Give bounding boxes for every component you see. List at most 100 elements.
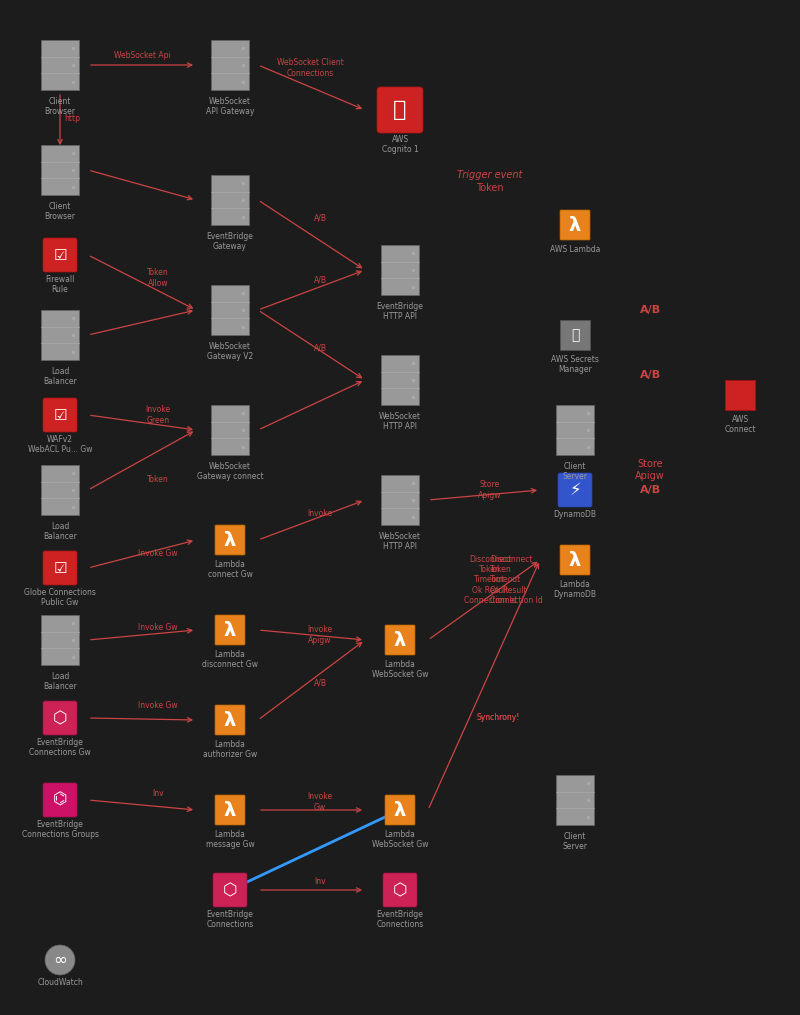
Text: Lambda
disconnect Gw: Lambda disconnect Gw xyxy=(202,650,258,670)
Text: Store
Apigw: Store Apigw xyxy=(478,480,502,499)
FancyBboxPatch shape xyxy=(43,551,77,585)
Text: Invoke
Apigw: Invoke Apigw xyxy=(307,625,333,645)
Text: Load
Balancer: Load Balancer xyxy=(43,522,77,541)
FancyBboxPatch shape xyxy=(211,40,249,90)
Text: Load
Balancer: Load Balancer xyxy=(43,672,77,691)
Text: WebSocket
HTTP API: WebSocket HTTP API xyxy=(379,532,421,551)
Text: λ: λ xyxy=(394,630,406,650)
FancyBboxPatch shape xyxy=(558,473,592,508)
Text: WAFv2
WebACL Pu... Gw: WAFv2 WebACL Pu... Gw xyxy=(28,435,92,455)
Text: Disconnect
Token
Timeout
Ok Result
Connection Id: Disconnect Token Timeout Ok Result Conne… xyxy=(490,555,542,605)
Text: EventBridge
Gateway: EventBridge Gateway xyxy=(206,232,254,252)
FancyBboxPatch shape xyxy=(41,145,79,195)
Text: WebSocket
API Gateway: WebSocket API Gateway xyxy=(206,97,254,117)
FancyBboxPatch shape xyxy=(41,465,79,515)
Text: EventBridge
Connections Gw: EventBridge Connections Gw xyxy=(29,738,91,757)
Text: Load
Balancer: Load Balancer xyxy=(43,367,77,387)
Text: Client
Browser: Client Browser xyxy=(45,97,75,117)
FancyBboxPatch shape xyxy=(377,87,423,133)
Text: Lambda
WebSocket Gw: Lambda WebSocket Gw xyxy=(372,660,428,679)
Text: ⬡: ⬡ xyxy=(393,881,407,899)
Text: A/B: A/B xyxy=(639,370,661,380)
Text: Synchrony!: Synchrony! xyxy=(476,714,520,723)
Text: http: http xyxy=(64,114,80,123)
Text: Invoke: Invoke xyxy=(307,509,333,518)
Text: AWS
Cognito 1: AWS Cognito 1 xyxy=(382,135,418,154)
Text: Inv: Inv xyxy=(152,789,164,798)
Text: ⬡: ⬡ xyxy=(222,881,238,899)
Text: WebSocket
Gateway V2: WebSocket Gateway V2 xyxy=(207,342,253,361)
FancyBboxPatch shape xyxy=(383,873,417,907)
FancyBboxPatch shape xyxy=(560,210,590,240)
Text: A/B: A/B xyxy=(314,213,326,222)
Text: AWS Secrets
Manager: AWS Secrets Manager xyxy=(551,355,599,375)
FancyBboxPatch shape xyxy=(211,405,249,455)
FancyBboxPatch shape xyxy=(560,545,590,576)
Text: 🔐: 🔐 xyxy=(571,328,579,342)
Text: EventBridge
HTTP API: EventBridge HTTP API xyxy=(377,302,423,322)
Text: WebSocket
HTTP API: WebSocket HTTP API xyxy=(379,412,421,431)
FancyBboxPatch shape xyxy=(381,475,419,525)
Text: Client
Server: Client Server xyxy=(562,832,587,852)
Text: ⚡: ⚡ xyxy=(569,481,581,499)
FancyBboxPatch shape xyxy=(43,701,77,735)
FancyBboxPatch shape xyxy=(556,405,594,455)
Text: Client
Server: Client Server xyxy=(562,462,587,481)
Text: A/B: A/B xyxy=(639,304,661,315)
Text: Invoke
Green: Invoke Green xyxy=(146,405,170,424)
Text: Globe Connections
Public Gw: Globe Connections Public Gw xyxy=(24,588,96,607)
Text: Invoke Gw: Invoke Gw xyxy=(138,623,178,632)
FancyBboxPatch shape xyxy=(43,238,77,272)
Text: Client
Browser: Client Browser xyxy=(45,202,75,221)
FancyBboxPatch shape xyxy=(215,705,245,735)
Text: ⛑: ⛑ xyxy=(394,100,406,120)
Text: WebSocket
Gateway connect: WebSocket Gateway connect xyxy=(197,462,263,481)
Text: λ: λ xyxy=(569,550,581,569)
Text: Firewall
Rule: Firewall Rule xyxy=(46,275,74,294)
Text: A/B: A/B xyxy=(314,678,326,687)
Text: ☑: ☑ xyxy=(53,560,67,576)
Text: λ: λ xyxy=(224,710,236,730)
Text: EventBridge
Connections: EventBridge Connections xyxy=(206,910,254,930)
Text: CloudWatch: CloudWatch xyxy=(37,978,83,987)
Text: λ: λ xyxy=(224,620,236,639)
FancyBboxPatch shape xyxy=(41,310,79,360)
Text: EventBridge
Connections: EventBridge Connections xyxy=(376,910,424,930)
Text: WebSocket Api: WebSocket Api xyxy=(114,51,170,60)
FancyBboxPatch shape xyxy=(385,795,415,825)
FancyBboxPatch shape xyxy=(381,355,419,405)
FancyBboxPatch shape xyxy=(215,525,245,555)
FancyBboxPatch shape xyxy=(725,380,755,410)
Text: λ: λ xyxy=(569,215,581,234)
Text: A/B: A/B xyxy=(639,485,661,495)
Text: Token
Allow: Token Allow xyxy=(147,268,169,287)
FancyBboxPatch shape xyxy=(211,285,249,335)
Text: λ: λ xyxy=(224,531,236,549)
Text: A/B: A/B xyxy=(314,275,326,284)
FancyBboxPatch shape xyxy=(41,615,79,665)
Text: Synchrony!: Synchrony! xyxy=(476,714,520,723)
Text: Token: Token xyxy=(147,475,169,484)
Text: Invoke Gw: Invoke Gw xyxy=(138,701,178,710)
Text: Invoke
Gw: Invoke Gw xyxy=(307,793,333,812)
Text: Token: Token xyxy=(476,183,504,193)
Text: Invoke Gw: Invoke Gw xyxy=(138,548,178,557)
FancyBboxPatch shape xyxy=(43,783,77,817)
FancyBboxPatch shape xyxy=(381,245,419,295)
Text: ∞: ∞ xyxy=(53,951,67,969)
FancyBboxPatch shape xyxy=(41,40,79,90)
Text: λ: λ xyxy=(224,801,236,819)
FancyBboxPatch shape xyxy=(211,175,249,225)
FancyBboxPatch shape xyxy=(215,795,245,825)
FancyBboxPatch shape xyxy=(43,398,77,432)
Text: Lambda
connect Gw: Lambda connect Gw xyxy=(207,560,253,580)
Text: Lambda
DynamoDB: Lambda DynamoDB xyxy=(554,580,597,600)
Text: DynamoDB: DynamoDB xyxy=(554,510,597,519)
Text: Trigger event: Trigger event xyxy=(458,170,522,180)
Text: Lambda
WebSocket Gw: Lambda WebSocket Gw xyxy=(372,830,428,850)
Text: Disconnect
Token
Timeout
Ok Result
Connection Id: Disconnect Token Timeout Ok Result Conne… xyxy=(464,555,516,605)
Text: A/B: A/B xyxy=(314,343,326,352)
Text: WebSocket Client
Connections: WebSocket Client Connections xyxy=(277,58,343,78)
Text: ⌬: ⌬ xyxy=(53,791,67,809)
Text: EventBridge
Connections Groups: EventBridge Connections Groups xyxy=(22,820,98,839)
